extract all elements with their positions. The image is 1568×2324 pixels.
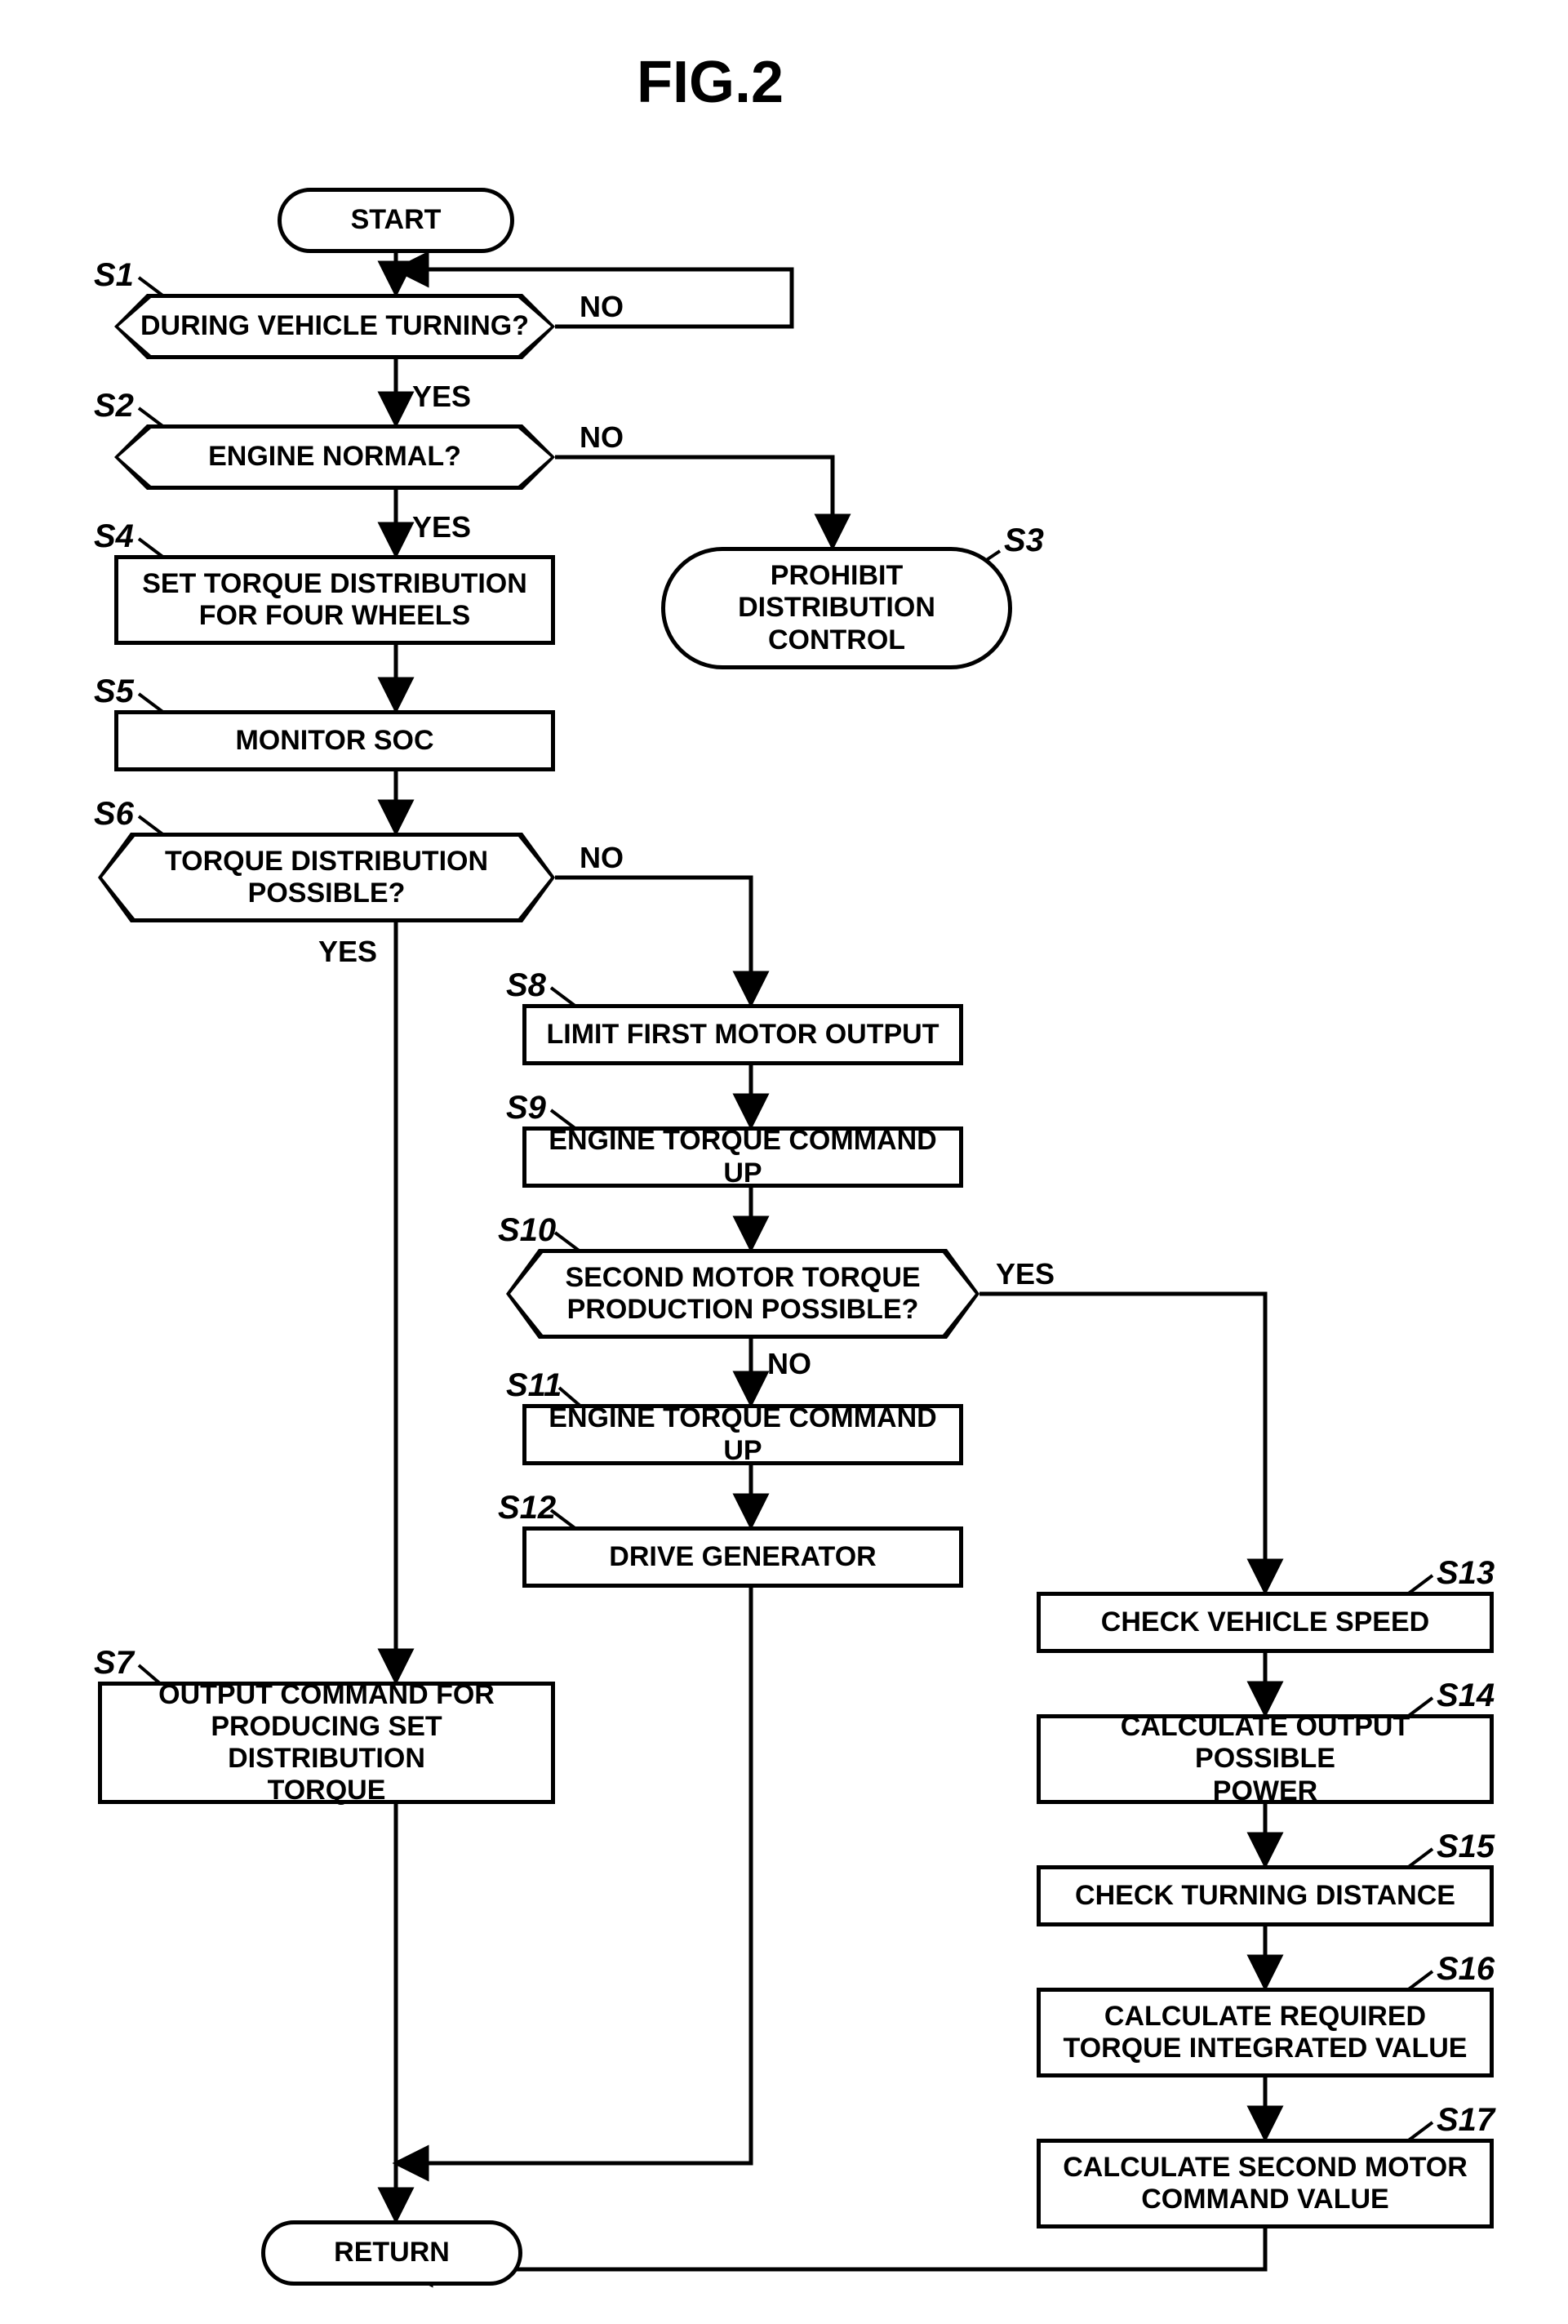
edge-label: YES	[996, 1257, 1055, 1291]
edge-label: NO	[580, 420, 624, 455]
step-label-s4: S4	[94, 518, 134, 555]
edge	[555, 457, 833, 547]
node-s11: ENGINE TORQUE COMMAND UP	[522, 1404, 963, 1465]
edge-label: NO	[767, 1347, 811, 1381]
step-label-s10: S10	[498, 1212, 556, 1249]
step-label-s1: S1	[94, 257, 134, 294]
edge	[979, 1294, 1265, 1592]
step-label-s9: S9	[506, 1090, 546, 1126]
node-s2: ENGINE NORMAL?	[114, 424, 555, 490]
edge-label: NO	[580, 841, 624, 875]
edge-label: YES	[318, 935, 377, 969]
node-s17: CALCULATE SECOND MOTOR COMMAND VALUE	[1037, 2139, 1494, 2228]
node-s14: CALCULATE OUTPUT POSSIBLE POWER	[1037, 1714, 1494, 1804]
node-s16: CALCULATE REQUIRED TORQUE INTEGRATED VAL…	[1037, 1988, 1494, 2077]
node-s6: TORQUE DISTRIBUTION POSSIBLE?	[98, 833, 555, 922]
node-s10: SECOND MOTOR TORQUE PRODUCTION POSSIBLE?	[506, 1249, 979, 1339]
node-s15: CHECK TURNING DISTANCE	[1037, 1865, 1494, 1926]
node-s9: ENGINE TORQUE COMMAND UP	[522, 1126, 963, 1188]
node-s1: DURING VEHICLE TURNING?	[114, 294, 555, 359]
node-s7: OUTPUT COMMAND FOR PRODUCING SET DISTRIB…	[98, 1682, 555, 1804]
step-label-s3: S3	[1004, 522, 1044, 559]
node-s8: LIMIT FIRST MOTOR OUTPUT	[522, 1004, 963, 1065]
node-start: START	[278, 188, 514, 253]
node-text: DURING VEHICLE TURNING?	[118, 298, 551, 355]
node-s13: CHECK VEHICLE SPEED	[1037, 1592, 1494, 1653]
node-text: ENGINE NORMAL?	[118, 429, 551, 486]
step-label-s11: S11	[506, 1367, 562, 1404]
step-label-s14: S14	[1437, 1677, 1495, 1714]
figure-title: FIG.2	[637, 49, 784, 116]
node-text: TORQUE DISTRIBUTION POSSIBLE?	[102, 837, 551, 918]
edge	[396, 1588, 751, 2163]
step-label-s2: S2	[94, 388, 134, 424]
step-label-s12: S12	[498, 1490, 556, 1526]
step-label-s8: S8	[506, 967, 546, 1004]
edge-label: YES	[412, 380, 471, 414]
node-text: SECOND MOTOR TORQUE PRODUCTION POSSIBLE?	[510, 1253, 975, 1335]
flowchart-canvas: FIG.2 YES YES NO NO NO YES NO YES START DURING VE…	[16, 16, 1568, 2308]
step-label-s15: S15	[1437, 1829, 1495, 1865]
node-s5: MONITOR SOC	[114, 710, 555, 771]
step-label-s5: S5	[94, 673, 134, 710]
node-s12: DRIVE GENERATOR	[522, 1526, 963, 1588]
edge-label: YES	[412, 510, 471, 544]
step-label-s6: S6	[94, 796, 134, 833]
step-label-s13: S13	[1437, 1555, 1495, 1592]
step-label-s17: S17	[1437, 2102, 1495, 2139]
node-s3: PROHIBIT DISTRIBUTION CONTROL	[661, 547, 1012, 669]
step-label-s16: S16	[1437, 1951, 1495, 1988]
edge	[555, 878, 751, 1004]
node-return: RETURN	[261, 2220, 522, 2286]
node-s4: SET TORQUE DISTRIBUTION FOR FOUR WHEELS	[114, 555, 555, 645]
edge-label: NO	[580, 290, 624, 324]
step-label-s7: S7	[94, 1645, 134, 1682]
edge	[400, 2228, 1265, 2269]
